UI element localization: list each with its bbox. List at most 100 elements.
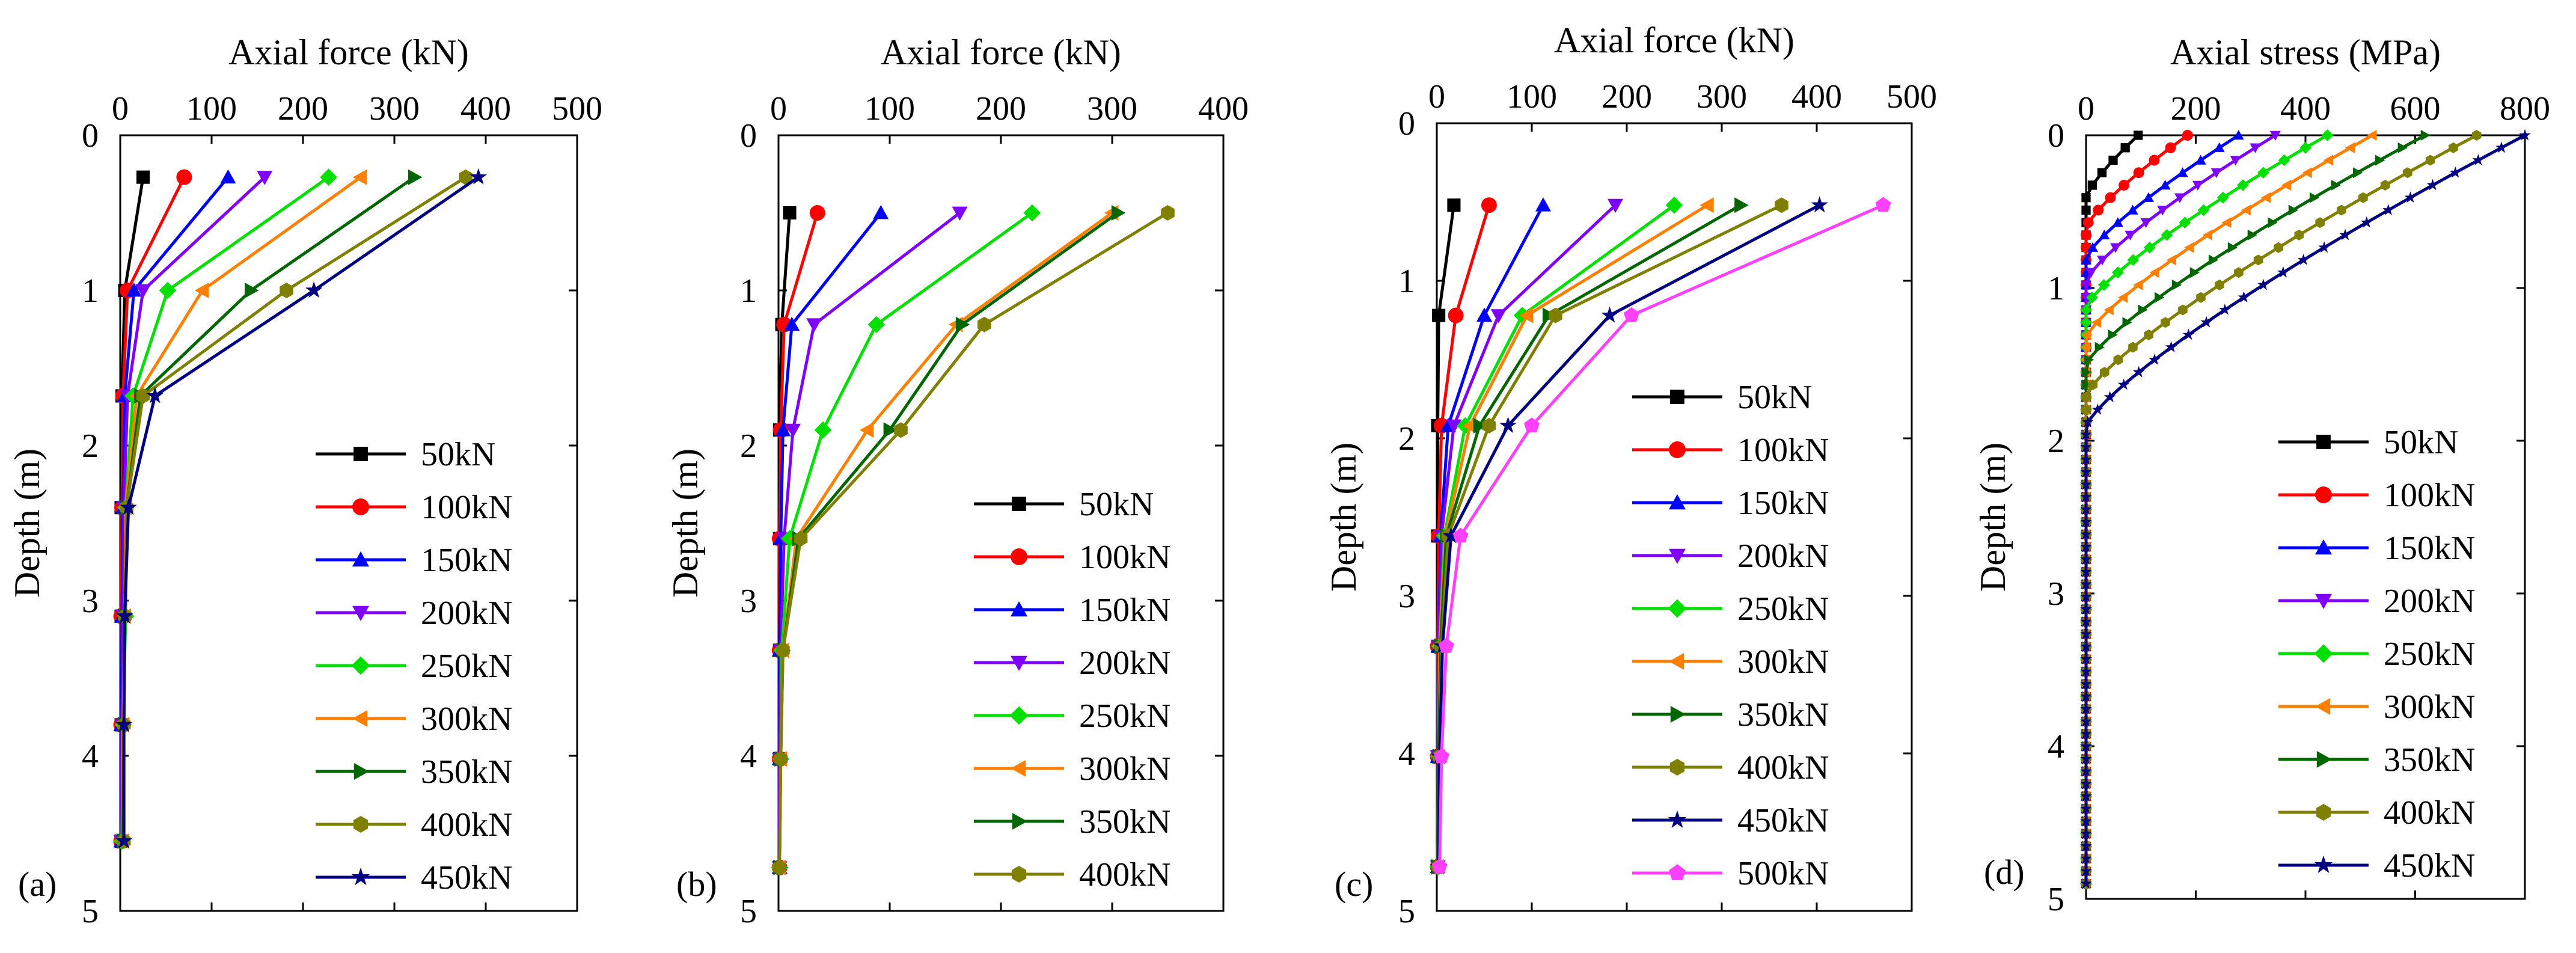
- data-point: [2087, 242, 2098, 252]
- legend-marker: [2315, 593, 2332, 609]
- x-tick-label: 500: [552, 90, 602, 127]
- series-150kN: [2081, 130, 2244, 888]
- data-point: [2080, 640, 2092, 652]
- data-point: [2143, 192, 2154, 202]
- data-point: [176, 169, 192, 185]
- data-point: [2315, 217, 2325, 228]
- data-point: [2161, 229, 2173, 241]
- data-point: [2449, 142, 2458, 153]
- legend-label: 250kN: [1737, 590, 1829, 628]
- series-200kN: [2081, 130, 2281, 889]
- y-tick-label: 0: [2048, 117, 2064, 155]
- data-point: [2080, 478, 2092, 490]
- data-point: [2202, 229, 2212, 241]
- data-point: [1442, 527, 1460, 544]
- data-point: [1775, 197, 1788, 213]
- x-tick-label: 0: [2078, 90, 2094, 127]
- data-point: [2128, 342, 2138, 353]
- legend-marker: [353, 763, 369, 780]
- data-point: [135, 284, 151, 298]
- data-point: [2495, 141, 2507, 153]
- data-point: [470, 168, 487, 185]
- y-tick-label: 3: [2048, 575, 2064, 613]
- series-350kN: [773, 205, 1126, 875]
- legend-label: 500kN: [1737, 855, 1829, 892]
- x-tick-label: 600: [2390, 90, 2441, 127]
- legend-marker: [351, 867, 370, 885]
- data-point: [2080, 765, 2092, 777]
- data-point: [2171, 279, 2182, 290]
- series-350kN: [2081, 130, 2431, 889]
- data-point: [146, 387, 164, 403]
- data-point: [2472, 154, 2485, 165]
- data-point: [2247, 229, 2257, 241]
- legend-marker: [1669, 548, 1686, 564]
- chart-panel-3: 0 100 200 300 400 500 0 1 2 3 4 5 Axial force (kN) De…: [1324, 20, 1937, 930]
- legend-label: 50kN: [1079, 486, 1154, 523]
- data-point: [2278, 154, 2290, 167]
- legend-label: 400kN: [1737, 749, 1829, 786]
- y-tick-label: 2: [740, 427, 757, 465]
- data-point: [2241, 204, 2251, 216]
- y-tick-label: 0: [740, 117, 757, 155]
- data-point: [2113, 354, 2123, 366]
- series-250kN: [771, 204, 1041, 877]
- data-point: [774, 751, 788, 767]
- y-tick-label: 1: [1398, 263, 1415, 300]
- data-point: [785, 423, 801, 438]
- data-point: [2080, 578, 2092, 590]
- data-point: [2257, 278, 2269, 290]
- legend-label: 400kN: [1079, 856, 1170, 893]
- series-line: [2084, 133, 2426, 884]
- data-point: [2080, 602, 2092, 614]
- legend-marker: [1009, 706, 1029, 725]
- data-point: [2360, 216, 2373, 228]
- data-point: [2080, 565, 2092, 577]
- data-point: [1023, 204, 1041, 222]
- data-point: [1699, 197, 1714, 213]
- data-point: [2080, 541, 2092, 552]
- data-point: [2081, 367, 2091, 378]
- legend-marker: [1669, 759, 1685, 776]
- data-point: [2081, 379, 2091, 390]
- data-point: [809, 205, 825, 221]
- x-tick-label: 400: [460, 90, 511, 127]
- series-line: [2084, 133, 2240, 884]
- series-450kN: [115, 168, 487, 848]
- data-point: [2080, 777, 2092, 789]
- data-point: [2200, 316, 2212, 328]
- legend-label: 250kN: [2384, 636, 2475, 673]
- data-point: [2297, 254, 2310, 265]
- data-point: [2080, 453, 2092, 465]
- x-tick-label: 200: [278, 90, 328, 127]
- data-point: [2103, 304, 2114, 316]
- data-point: [115, 716, 133, 732]
- data-point: [2397, 142, 2408, 153]
- data-point: [2519, 129, 2531, 141]
- data-point: [2100, 367, 2109, 378]
- data-point: [2339, 228, 2351, 241]
- data-point: [1524, 417, 1540, 432]
- legend-label: 100kN: [2384, 477, 2475, 514]
- legend-marker: [352, 498, 369, 515]
- data-point: [2091, 317, 2101, 328]
- data-point: [1519, 307, 1534, 323]
- data-point: [2122, 317, 2132, 328]
- data-point: [2080, 752, 2092, 764]
- data-point: [1535, 197, 1551, 212]
- x-tick-label: 300: [369, 90, 420, 127]
- data-point: [2302, 167, 2312, 179]
- data-point: [2174, 193, 2185, 203]
- data-point: [2268, 217, 2278, 228]
- legend-label: 150kN: [421, 542, 512, 579]
- legend-marker: [352, 710, 368, 727]
- legend-marker: [351, 656, 370, 675]
- data-point: [2134, 130, 2143, 140]
- x-tick-label: 400: [2280, 90, 2331, 127]
- data-point: [883, 422, 898, 438]
- data-point: [2197, 204, 2210, 216]
- legend-marker: [2315, 698, 2331, 715]
- data-point: [2294, 229, 2304, 241]
- data-point: [2195, 155, 2206, 165]
